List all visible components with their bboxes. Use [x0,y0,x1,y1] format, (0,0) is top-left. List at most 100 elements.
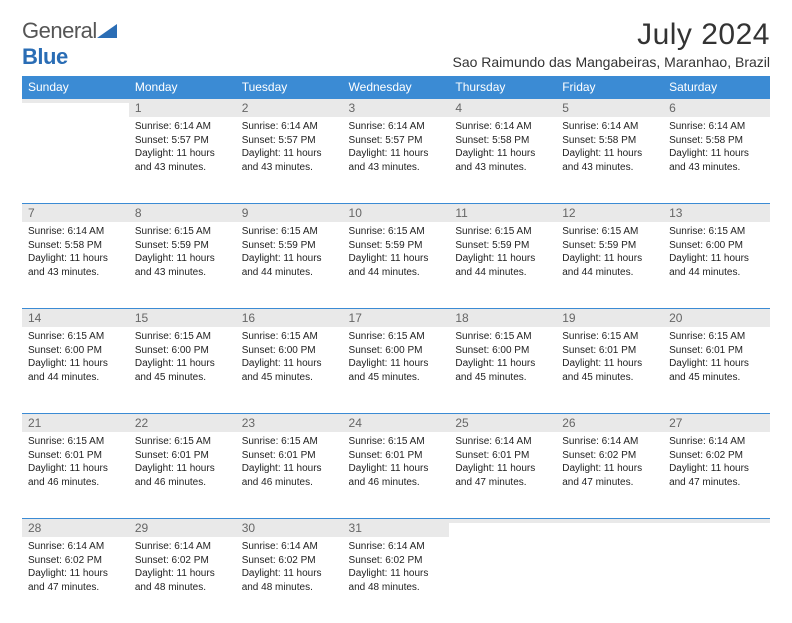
day-content: Sunrise: 6:15 AMSunset: 6:00 PMDaylight:… [22,327,129,390]
sunset-line: Sunset: 6:00 PM [349,344,444,358]
day-cell: Sunrise: 6:15 AMSunset: 6:00 PMDaylight:… [449,327,556,413]
sunset-line: Sunset: 6:00 PM [455,344,550,358]
daynum-row: 21222324252627 [22,413,770,432]
day-number: 15 [129,308,236,327]
day-content: Sunrise: 6:14 AMSunset: 6:02 PMDaylight:… [236,537,343,600]
day-cell: Sunrise: 6:15 AMSunset: 6:01 PMDaylight:… [556,327,663,413]
day-content: Sunrise: 6:15 AMSunset: 6:00 PMDaylight:… [343,327,450,390]
day-number: 9 [236,203,343,222]
daylight-line: Daylight: 11 hours and 43 minutes. [562,147,657,174]
day-number: 27 [663,413,770,432]
sunrise-line: Sunrise: 6:15 AM [349,225,444,239]
sunrise-line: Sunrise: 6:14 AM [28,225,123,239]
daylight-line: Daylight: 11 hours and 43 minutes. [135,252,230,279]
day-cell: Sunrise: 6:15 AMSunset: 6:00 PMDaylight:… [236,327,343,413]
day-content: Sunrise: 6:15 AMSunset: 5:59 PMDaylight:… [556,222,663,285]
day-cell [22,117,129,203]
day-content: Sunrise: 6:15 AMSunset: 6:01 PMDaylight:… [236,432,343,495]
day-cell: Sunrise: 6:15 AMSunset: 6:01 PMDaylight:… [129,432,236,518]
sunrise-line: Sunrise: 6:15 AM [242,225,337,239]
sunset-line: Sunset: 6:02 PM [135,554,230,568]
sunset-line: Sunset: 5:57 PM [349,134,444,148]
day-cell: Sunrise: 6:15 AMSunset: 6:00 PMDaylight:… [343,327,450,413]
daylight-line: Daylight: 11 hours and 45 minutes. [562,357,657,384]
day-content: Sunrise: 6:14 AMSunset: 5:58 PMDaylight:… [22,222,129,285]
logo: General Blue [22,18,117,70]
weekday-header: Thursday [449,76,556,98]
day-cell: Sunrise: 6:15 AMSunset: 6:01 PMDaylight:… [236,432,343,518]
daylight-line: Daylight: 11 hours and 48 minutes. [349,567,444,594]
sunrise-line: Sunrise: 6:15 AM [28,330,123,344]
daylight-line: Daylight: 11 hours and 44 minutes. [455,252,550,279]
day-number [663,518,770,523]
day-content: Sunrise: 6:14 AMSunset: 5:58 PMDaylight:… [449,117,556,180]
daylight-line: Daylight: 11 hours and 47 minutes. [455,462,550,489]
day-cell: Sunrise: 6:14 AMSunset: 5:58 PMDaylight:… [556,117,663,203]
day-content: Sunrise: 6:15 AMSunset: 6:01 PMDaylight:… [343,432,450,495]
logo-word-2: Blue [22,44,68,69]
day-cell: Sunrise: 6:15 AMSunset: 5:59 PMDaylight:… [129,222,236,308]
day-content: Sunrise: 6:14 AMSunset: 5:57 PMDaylight:… [129,117,236,180]
sunset-line: Sunset: 5:59 PM [242,239,337,253]
day-content: Sunrise: 6:14 AMSunset: 6:02 PMDaylight:… [343,537,450,600]
day-number: 24 [343,413,450,432]
weekday-header: Sunday [22,76,129,98]
daylight-line: Daylight: 11 hours and 43 minutes. [349,147,444,174]
sunrise-line: Sunrise: 6:14 AM [349,540,444,554]
sunrise-line: Sunrise: 6:15 AM [242,330,337,344]
weekday-header: Saturday [663,76,770,98]
day-number: 19 [556,308,663,327]
day-content: Sunrise: 6:14 AMSunset: 6:01 PMDaylight:… [449,432,556,495]
daylight-line: Daylight: 11 hours and 45 minutes. [349,357,444,384]
day-number: 23 [236,413,343,432]
sunset-line: Sunset: 6:01 PM [135,449,230,463]
sunrise-line: Sunrise: 6:14 AM [135,540,230,554]
week-row: Sunrise: 6:15 AMSunset: 6:00 PMDaylight:… [22,327,770,413]
sunset-line: Sunset: 6:00 PM [669,239,764,253]
daylight-line: Daylight: 11 hours and 46 minutes. [349,462,444,489]
sunset-line: Sunset: 6:01 PM [28,449,123,463]
day-content: Sunrise: 6:15 AMSunset: 6:01 PMDaylight:… [129,432,236,495]
sunrise-line: Sunrise: 6:14 AM [669,435,764,449]
day-number: 8 [129,203,236,222]
day-content: Sunrise: 6:14 AMSunset: 5:58 PMDaylight:… [663,117,770,180]
day-cell: Sunrise: 6:15 AMSunset: 6:01 PMDaylight:… [343,432,450,518]
page-title: July 2024 [452,18,770,52]
day-cell: Sunrise: 6:15 AMSunset: 6:00 PMDaylight:… [129,327,236,413]
sunset-line: Sunset: 5:58 PM [669,134,764,148]
week-row: Sunrise: 6:14 AMSunset: 6:02 PMDaylight:… [22,537,770,623]
calendar-body: 123456Sunrise: 6:14 AMSunset: 5:57 PMDay… [22,98,770,623]
daylight-line: Daylight: 11 hours and 44 minutes. [349,252,444,279]
day-number [22,98,129,103]
week-row: Sunrise: 6:14 AMSunset: 5:58 PMDaylight:… [22,222,770,308]
daylight-line: Daylight: 11 hours and 43 minutes. [455,147,550,174]
daynum-row: 28293031 [22,518,770,537]
sunset-line: Sunset: 6:01 PM [349,449,444,463]
day-cell: Sunrise: 6:14 AMSunset: 5:57 PMDaylight:… [129,117,236,203]
day-number: 25 [449,413,556,432]
day-number: 14 [22,308,129,327]
day-content: Sunrise: 6:14 AMSunset: 6:02 PMDaylight:… [22,537,129,600]
daynum-row: 14151617181920 [22,308,770,327]
day-number: 20 [663,308,770,327]
weekday-header: Tuesday [236,76,343,98]
day-cell: Sunrise: 6:15 AMSunset: 6:01 PMDaylight:… [22,432,129,518]
day-number: 16 [236,308,343,327]
sunset-line: Sunset: 6:02 PM [242,554,337,568]
daylight-line: Daylight: 11 hours and 45 minutes. [455,357,550,384]
logo-text: General Blue [22,18,117,70]
sunset-line: Sunset: 5:57 PM [135,134,230,148]
day-number: 7 [22,203,129,222]
header: General Blue July 2024 Sao Raimundo das … [22,18,770,70]
sunrise-line: Sunrise: 6:14 AM [349,120,444,134]
day-number: 17 [343,308,450,327]
sunset-line: Sunset: 5:59 PM [135,239,230,253]
sunrise-line: Sunrise: 6:14 AM [455,435,550,449]
sunset-line: Sunset: 6:00 PM [242,344,337,358]
sunset-line: Sunset: 5:58 PM [562,134,657,148]
day-number: 18 [449,308,556,327]
sunset-line: Sunset: 6:02 PM [669,449,764,463]
day-cell: Sunrise: 6:14 AMSunset: 6:02 PMDaylight:… [22,537,129,623]
sunrise-line: Sunrise: 6:15 AM [669,225,764,239]
triangle-icon [97,22,117,38]
